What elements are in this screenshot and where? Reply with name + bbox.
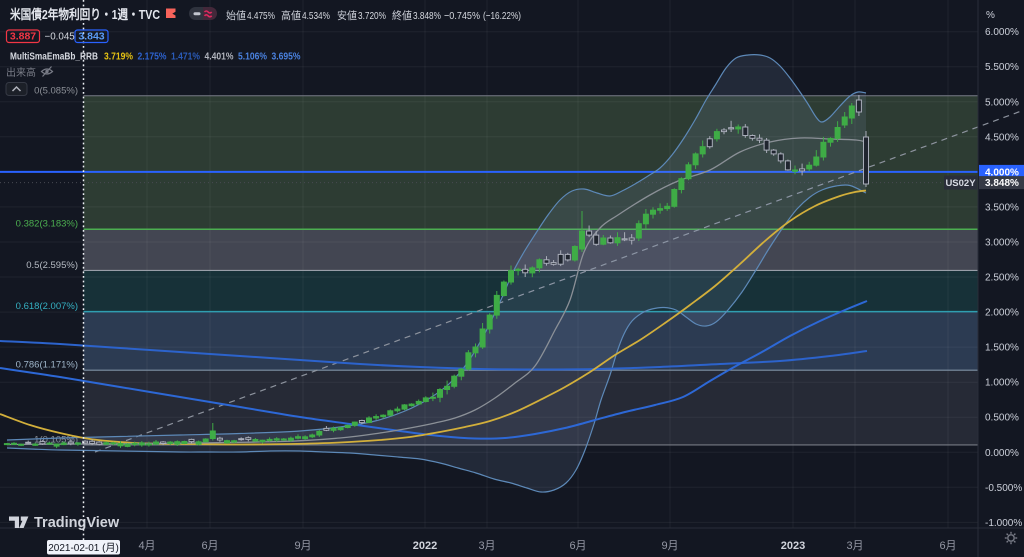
svg-text:0(5.085%): 0(5.085%)	[34, 85, 78, 96]
svg-text:3.500%: 3.500%	[985, 202, 1019, 213]
svg-text:4.534%: 4.534%	[302, 10, 330, 22]
svg-text:3月: 3月	[478, 540, 495, 552]
svg-text:3.720%: 3.720%	[358, 10, 386, 22]
svg-text:米国債2年物利回り・1週・TVC: 米国債2年物利回り・1週・TVC	[10, 7, 160, 22]
svg-text:2.000%: 2.000%	[985, 308, 1019, 319]
svg-text:0.618(2.007%): 0.618(2.007%)	[16, 301, 78, 312]
svg-text:TradingView: TradingView	[34, 515, 120, 531]
svg-text:2.500%: 2.500%	[985, 273, 1019, 284]
svg-text:5.000%: 5.000%	[985, 97, 1019, 108]
svg-text:%: %	[986, 10, 995, 21]
svg-text:出来高: 出来高	[6, 66, 36, 79]
svg-text:5.500%: 5.500%	[985, 62, 1019, 73]
svg-text:3.843: 3.843	[78, 31, 104, 43]
svg-text:0.500%: 0.500%	[985, 413, 1019, 424]
svg-text:3.848%: 3.848%	[413, 10, 441, 22]
svg-text:0.382(3.183%): 0.382(3.183%)	[16, 219, 78, 230]
svg-text:6月: 6月	[201, 540, 218, 552]
svg-text:(−16.22%): (−16.22%)	[483, 10, 521, 22]
svg-text:4月: 4月	[138, 540, 155, 552]
svg-text:−0.745%: −0.745%	[444, 10, 480, 22]
svg-text:0.786(1.171%): 0.786(1.171%)	[16, 360, 78, 371]
svg-text:MultiSmaEmaBb_RRB: MultiSmaEmaBb_RRB	[10, 51, 98, 63]
svg-text:-0.500%: -0.500%	[985, 483, 1022, 494]
svg-text:0.000%: 0.000%	[985, 448, 1019, 459]
svg-text:終値: 終値	[392, 9, 412, 22]
svg-text:3.848%: 3.848%	[985, 178, 1019, 189]
svg-text:3月: 3月	[846, 540, 863, 552]
svg-text:US02Y: US02Y	[945, 178, 976, 189]
svg-text:9月: 9月	[661, 540, 678, 552]
svg-text:4.401%: 4.401%	[205, 51, 235, 63]
svg-text:1.500%: 1.500%	[985, 343, 1019, 354]
svg-text:4.000%: 4.000%	[985, 167, 1019, 178]
svg-text:1.471%: 1.471%	[171, 51, 201, 63]
svg-text:-1.000%: -1.000%	[985, 518, 1022, 529]
svg-text:高値: 高値	[281, 9, 301, 22]
svg-text:9月: 9月	[294, 540, 311, 552]
svg-text:2021-02-01 (月): 2021-02-01 (月)	[48, 542, 119, 554]
svg-text:3.695%: 3.695%	[272, 51, 302, 63]
svg-text:6月: 6月	[569, 540, 586, 552]
svg-text:2023: 2023	[781, 540, 805, 552]
svg-text:始値: 始値	[226, 9, 246, 22]
svg-text:安値: 安値	[337, 9, 357, 22]
svg-text:2.175%: 2.175%	[138, 51, 168, 63]
svg-text:0.5(2.595%): 0.5(2.595%)	[26, 260, 78, 271]
svg-text:2022: 2022	[413, 540, 437, 552]
svg-text:5.106%: 5.106%	[238, 51, 268, 63]
svg-text:3.000%: 3.000%	[985, 238, 1019, 249]
svg-text:3.719%: 3.719%	[104, 51, 134, 63]
svg-text:−0.045: −0.045	[45, 32, 76, 43]
svg-text:6.000%: 6.000%	[985, 27, 1019, 38]
svg-text:1.000%: 1.000%	[985, 378, 1019, 389]
svg-text:6月: 6月	[939, 540, 956, 552]
svg-text:1(0.105%): 1(0.105%)	[34, 434, 78, 445]
svg-text:4.500%: 4.500%	[985, 132, 1019, 143]
svg-text:3.887: 3.887	[10, 31, 36, 43]
svg-text:4.475%: 4.475%	[247, 10, 275, 22]
